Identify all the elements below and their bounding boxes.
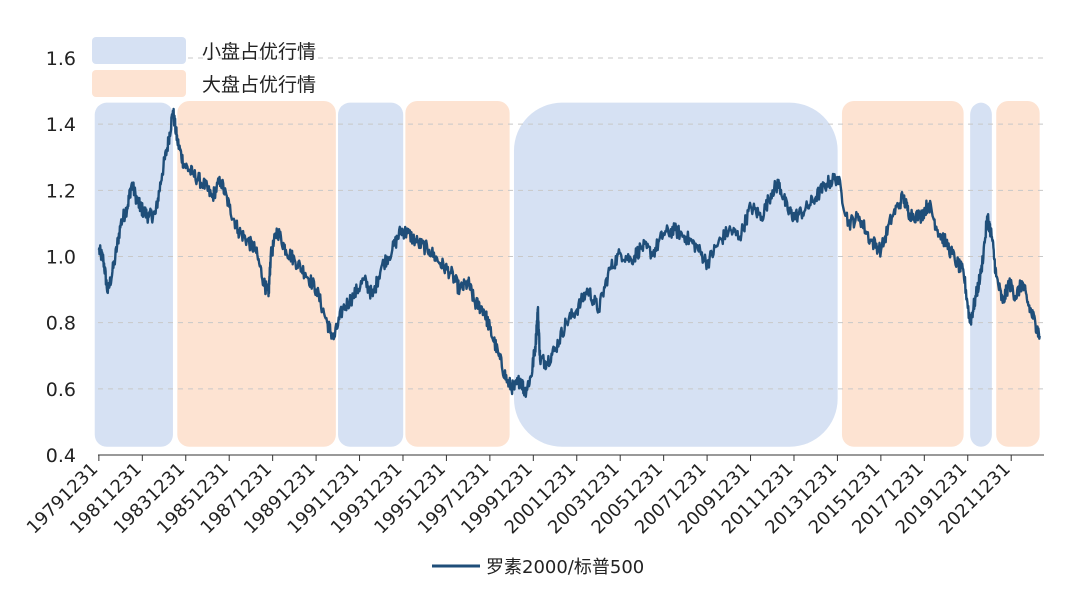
legend-swatch-large — [92, 70, 186, 97]
y-tick-label-5: 1.4 — [46, 114, 76, 136]
region-large-7 — [996, 101, 1040, 447]
regions-layer — [94, 101, 1040, 447]
y-tick-label-4: 1.2 — [46, 180, 76, 202]
line-layer — [97, 107, 1041, 398]
y-tick-label-6: 1.6 — [46, 48, 76, 70]
y-tick-label-3: 1.0 — [46, 247, 76, 269]
region-small-2 — [338, 102, 404, 447]
y-tick-label-2: 0.8 — [46, 313, 76, 335]
legend-series-label: 罗素2000/标普500 — [486, 557, 644, 578]
region-large-5 — [841, 101, 964, 447]
legend-layer: 小盘占优行情 大盘占优行情 罗素2000/标普500 — [92, 37, 644, 578]
region-small-4 — [513, 102, 838, 447]
grid-layer — [98, 57, 1044, 390]
legend-swatch-small — [92, 37, 186, 64]
region-small-0 — [94, 102, 173, 447]
region-large-3 — [405, 101, 510, 447]
region-large-1 — [177, 101, 336, 447]
series-line-0 — [97, 107, 1041, 398]
legend-label-small: 小盘占优行情 — [202, 41, 316, 63]
legend-label-large: 大盘占优行情 — [202, 74, 316, 96]
y-tick-label-1: 0.6 — [46, 379, 76, 401]
y-tick-label-0: 0.4 — [46, 445, 76, 467]
